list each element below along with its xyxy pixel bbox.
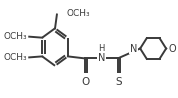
Text: N: N [98,53,105,63]
Text: H: H [98,44,104,53]
Text: OCH₃: OCH₃ [66,9,90,18]
Text: N: N [130,44,137,54]
Text: O: O [81,77,90,87]
Text: O: O [169,44,177,54]
Text: OCH₃: OCH₃ [4,32,27,41]
Text: OCH₃: OCH₃ [4,53,27,62]
Text: S: S [116,77,122,87]
